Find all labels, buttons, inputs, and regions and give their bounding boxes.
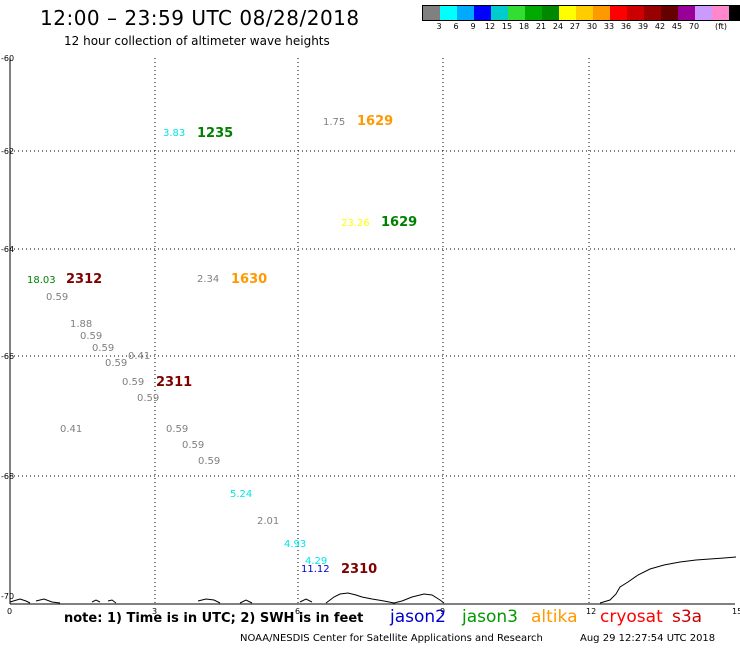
wave-height-value: 11.12	[301, 564, 330, 575]
wave-height-color-scale	[422, 5, 740, 21]
color-scale-label: 21	[535, 22, 547, 31]
longitude-tick-label: 3	[152, 607, 157, 616]
color-swatch	[559, 6, 576, 20]
color-scale-label: 18	[518, 22, 530, 31]
color-swatch	[593, 6, 610, 20]
latitude-tick-label: -68	[1, 472, 14, 481]
color-swatch	[508, 6, 525, 20]
color-swatch	[712, 6, 729, 20]
color-swatch	[474, 6, 491, 20]
wave-height-value: 18.03	[27, 275, 56, 286]
wave-height-observations: 3.83 1235 1.75 1629 23.26 1629 18.03 2312 2.34 16…	[27, 114, 417, 577]
color-swatch	[576, 6, 593, 20]
color-scale-label: 9	[470, 22, 476, 31]
observation-time-label: 2312	[66, 272, 102, 287]
wave-height-value: 3.83	[163, 128, 185, 139]
wave-height-value: 0.41	[60, 424, 82, 435]
observation-time-label: 1630	[231, 272, 267, 287]
generated-timestamp: Aug 29 12:27:54 UTC 2018	[580, 633, 716, 644]
color-scale-label: 33	[603, 22, 615, 31]
color-scale-label: 24	[552, 22, 564, 31]
wave-height-value: 2.01	[257, 516, 279, 527]
color-swatch	[661, 6, 678, 20]
wave-height-value: 0.59	[198, 456, 220, 467]
map-graticule: -60 -62 -64 -66 -68 -70 0 3 6 9 12 15	[1, 54, 740, 616]
satellite-legend-jason2: jason2	[390, 607, 446, 627]
wave-height-value: 23.26	[341, 218, 370, 229]
observation-time-label: 2310	[341, 562, 377, 577]
antarctic-coastline	[9, 556, 737, 604]
wave-height-value: 0.59	[122, 377, 144, 388]
color-swatch	[627, 6, 644, 20]
latitude-tick-label: -66	[1, 352, 14, 361]
color-swatch	[678, 6, 695, 20]
color-scale-label: 39	[637, 22, 649, 31]
longitude-tick-label: 9	[440, 607, 445, 616]
wave-height-value: 4.93	[284, 539, 306, 550]
color-scale-label: (ft)	[714, 22, 728, 31]
longitude-tick-label: 6	[295, 607, 300, 616]
color-scale-label: 12	[484, 22, 496, 31]
wave-height-value: 1.75	[323, 117, 345, 128]
wave-height-value: 2.34	[197, 274, 219, 285]
wave-height-value: 0.59	[80, 331, 102, 342]
color-swatch	[695, 6, 712, 20]
longitude-tick-label: 12	[586, 607, 596, 616]
wave-height-value: 4.29	[305, 556, 327, 567]
color-swatch	[610, 6, 627, 20]
color-scale-label: 42	[654, 22, 666, 31]
color-scale-label: 27	[569, 22, 581, 31]
wave-height-value: 0.59	[182, 440, 204, 451]
observation-time-label: 1235	[197, 126, 233, 141]
color-swatch	[525, 6, 542, 20]
satellite-legend-jason3: jason3	[462, 607, 518, 627]
color-scale-label: 70	[688, 22, 700, 31]
color-scale-label: 3	[436, 22, 442, 31]
wave-height-value: 0.59	[105, 358, 127, 369]
wave-height-value: 0.59	[166, 424, 188, 435]
color-swatch	[491, 6, 508, 20]
color-scale-label: 30	[586, 22, 598, 31]
wave-height-value: 0.41	[128, 351, 150, 362]
color-swatch	[440, 6, 457, 20]
satellite-legend-altika: altika	[531, 607, 578, 627]
satellite-legend-cryosat: cryosat	[600, 607, 663, 627]
color-swatch	[457, 6, 474, 20]
color-scale-label: 15	[501, 22, 513, 31]
latitude-tick-label: -62	[1, 147, 14, 156]
wave-height-value: 5.24	[230, 489, 252, 500]
latitude-tick-label: -64	[1, 245, 14, 254]
latitude-tick-label: -60	[1, 54, 14, 63]
color-swatch	[423, 6, 440, 20]
chart-subtitle: 12 hour collection of altimeter wave hei…	[64, 34, 330, 48]
longitude-tick-label: 0	[7, 607, 12, 616]
longitude-tick-label: 15	[732, 607, 740, 616]
color-scale-label: 6	[453, 22, 459, 31]
color-swatch	[542, 6, 559, 20]
wave-height-value: 0.59	[46, 292, 68, 303]
credit-line: NOAA/NESDIS Center for Satellite Applica…	[240, 633, 543, 644]
wave-height-value: 0.59	[92, 343, 114, 354]
observation-time-label: 1629	[357, 114, 393, 129]
chart-title: 12:00 – 23:59 UTC 08/28/2018	[40, 6, 360, 30]
observation-time-label: 2311	[156, 375, 192, 390]
latitude-tick-label: -70	[1, 592, 14, 601]
map-frame	[9, 58, 735, 605]
satellite-legend-s3a: s3a	[672, 607, 703, 627]
color-swatch	[644, 6, 661, 20]
wave-height-value: 1.88	[70, 319, 92, 330]
observation-time-label: 1629	[381, 215, 417, 230]
color-swatch	[729, 6, 740, 20]
footer-note: note: 1) Time is in UTC; 2) SWH is in fe…	[64, 611, 364, 626]
color-scale-label: 45	[671, 22, 683, 31]
wave-height-value: 0.59	[137, 393, 159, 404]
color-scale-label: 36	[620, 22, 632, 31]
